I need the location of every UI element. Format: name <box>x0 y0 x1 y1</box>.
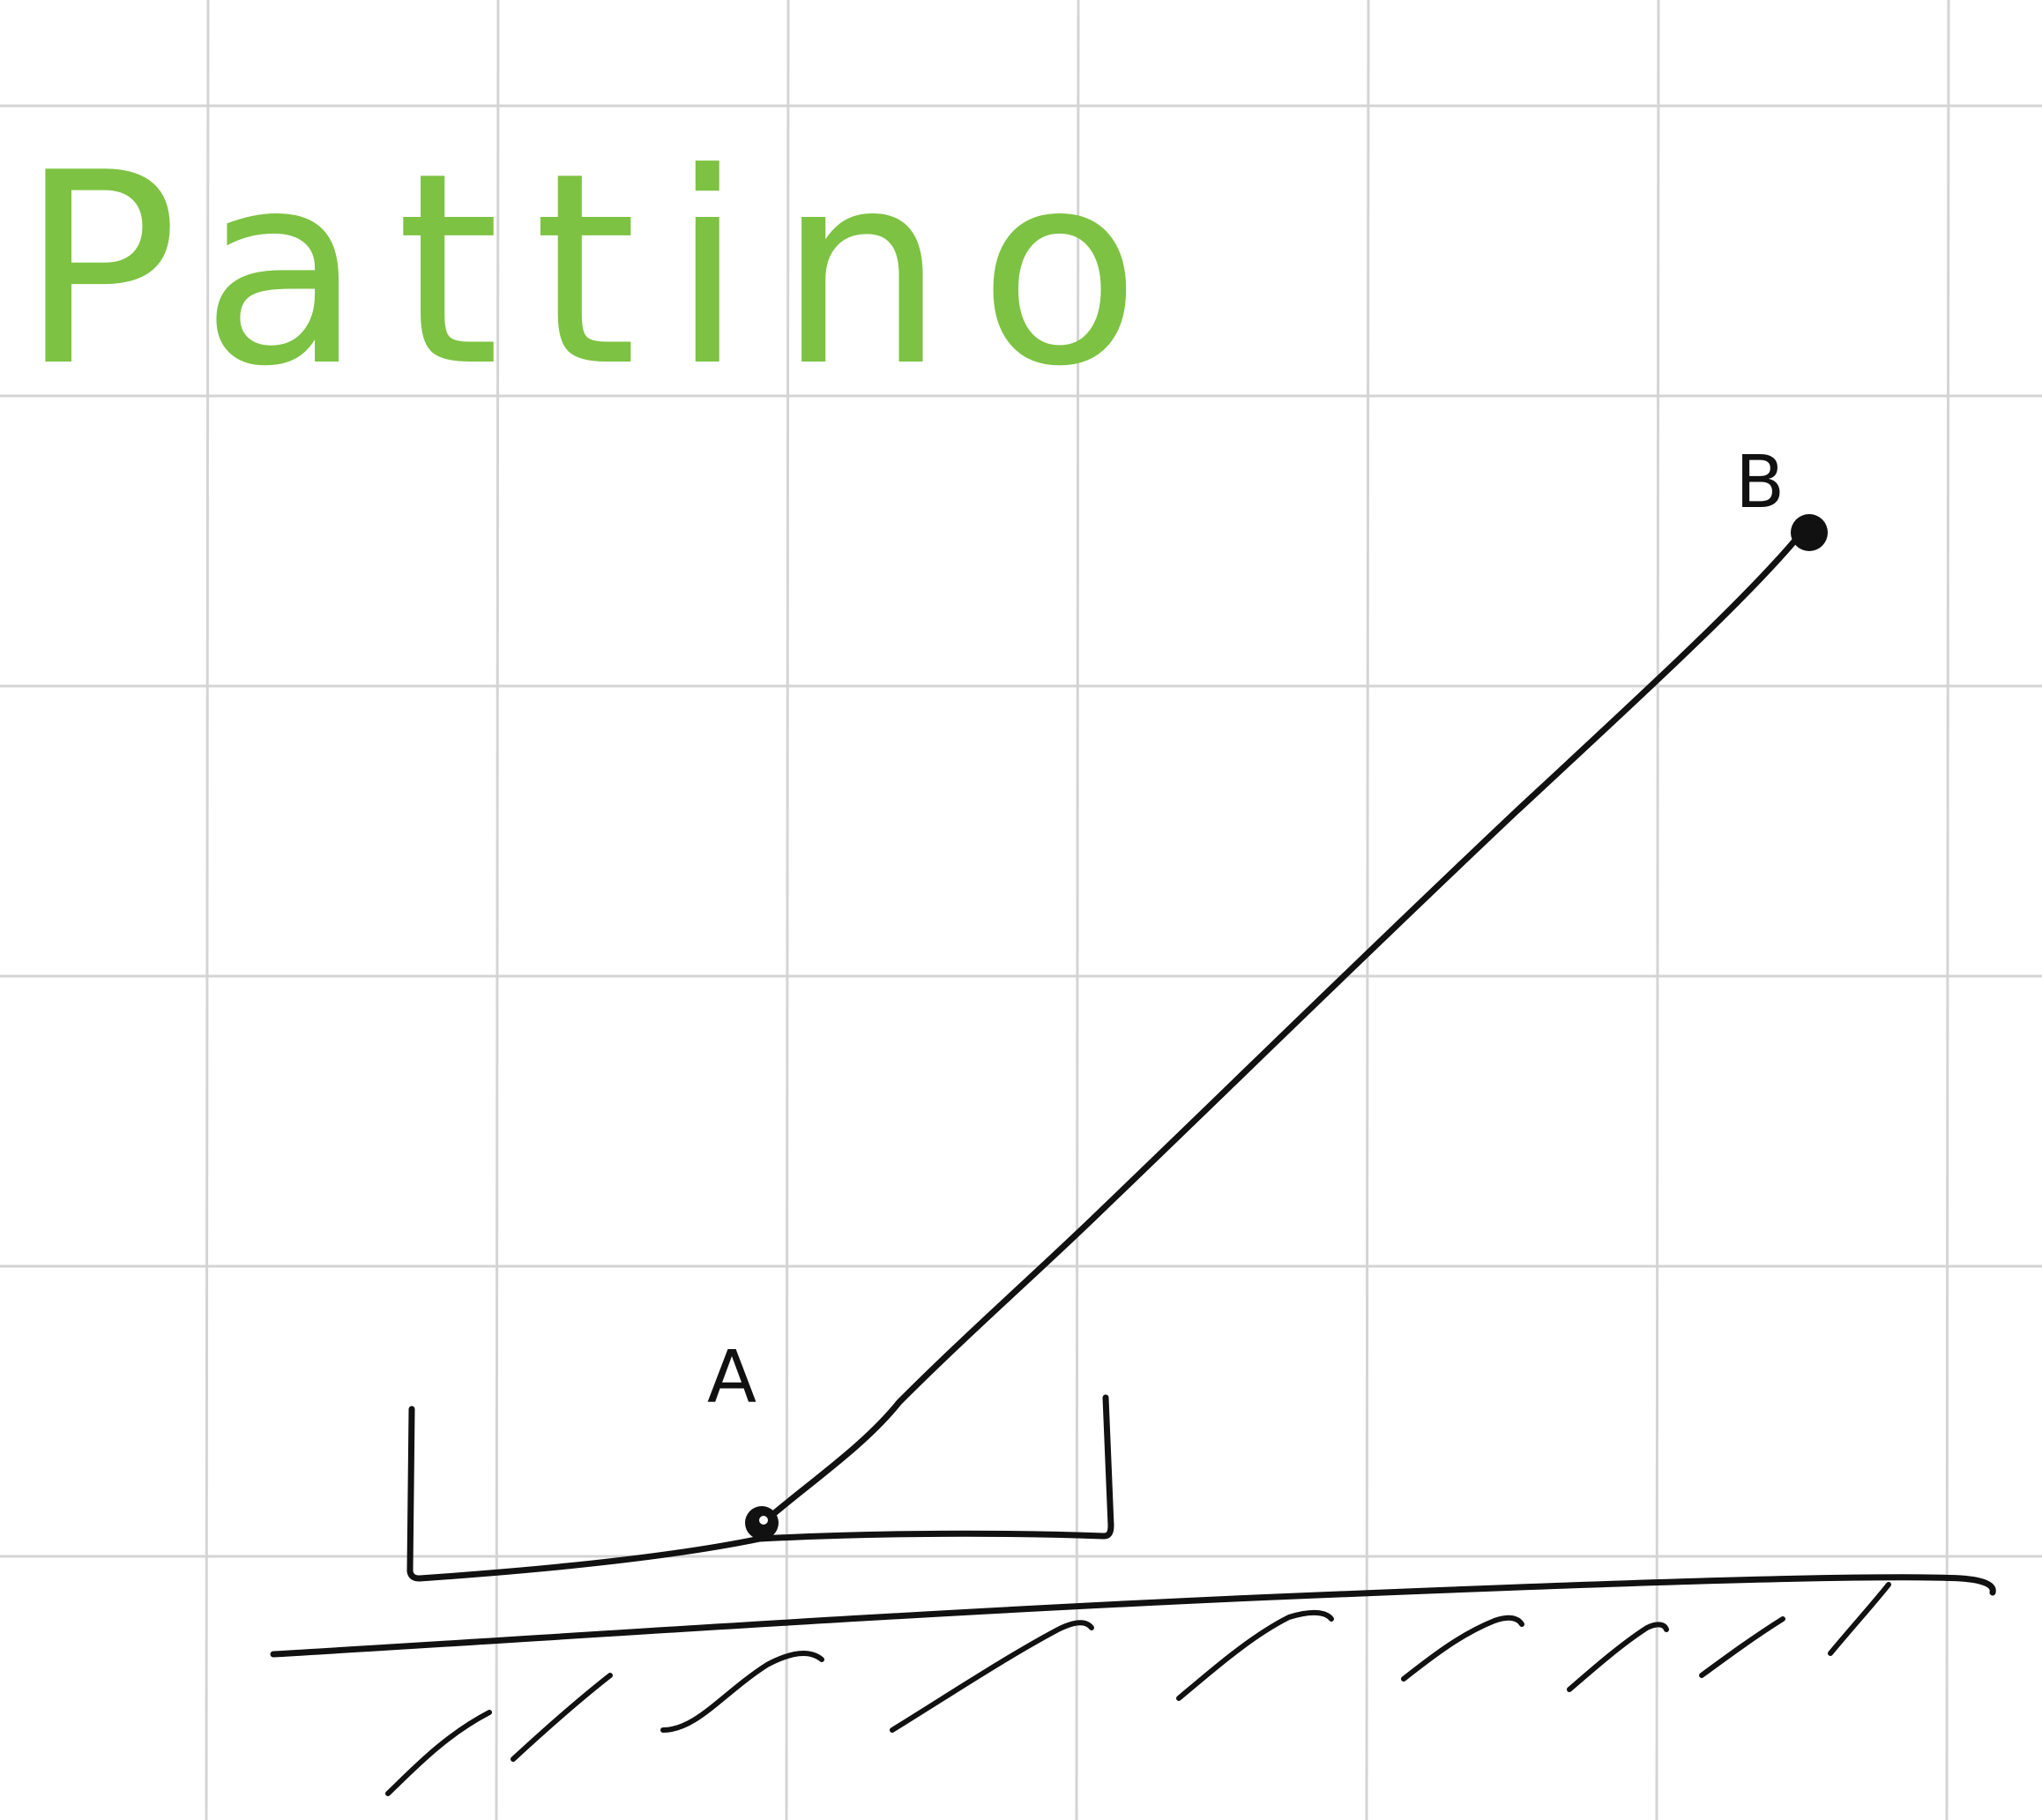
hatch-mark <box>385 1710 492 1796</box>
hatch-mark <box>660 1651 824 1733</box>
hatch-mark <box>1401 1615 1524 1682</box>
hatch-mark <box>890 1620 1094 1733</box>
grid-line <box>1365 0 1370 1820</box>
hatch-mark <box>1567 1622 1669 1692</box>
ground-hatching <box>385 1582 1891 1796</box>
label-b: B <box>1735 441 1785 525</box>
label-a: A <box>707 1336 756 1420</box>
hatch-mark <box>1699 1616 1785 1678</box>
grid-line <box>1075 0 1080 1820</box>
skate-body <box>406 1394 1114 1582</box>
hatch-mark <box>1176 1610 1334 1701</box>
hatch-mark <box>510 1673 613 1762</box>
ground-line <box>270 1574 1996 1658</box>
grid-line <box>785 0 790 1820</box>
joint-a-center <box>759 1516 768 1525</box>
endpoint-b <box>1791 514 1828 551</box>
grid-line <box>1945 0 1950 1820</box>
grid-line <box>1655 0 1660 1820</box>
page-title: Pattino <box>19 116 1174 424</box>
rod-ab <box>758 533 1802 1527</box>
hatch-mark <box>1828 1582 1891 1656</box>
grid-line <box>495 0 500 1820</box>
grid-line <box>205 0 210 1820</box>
